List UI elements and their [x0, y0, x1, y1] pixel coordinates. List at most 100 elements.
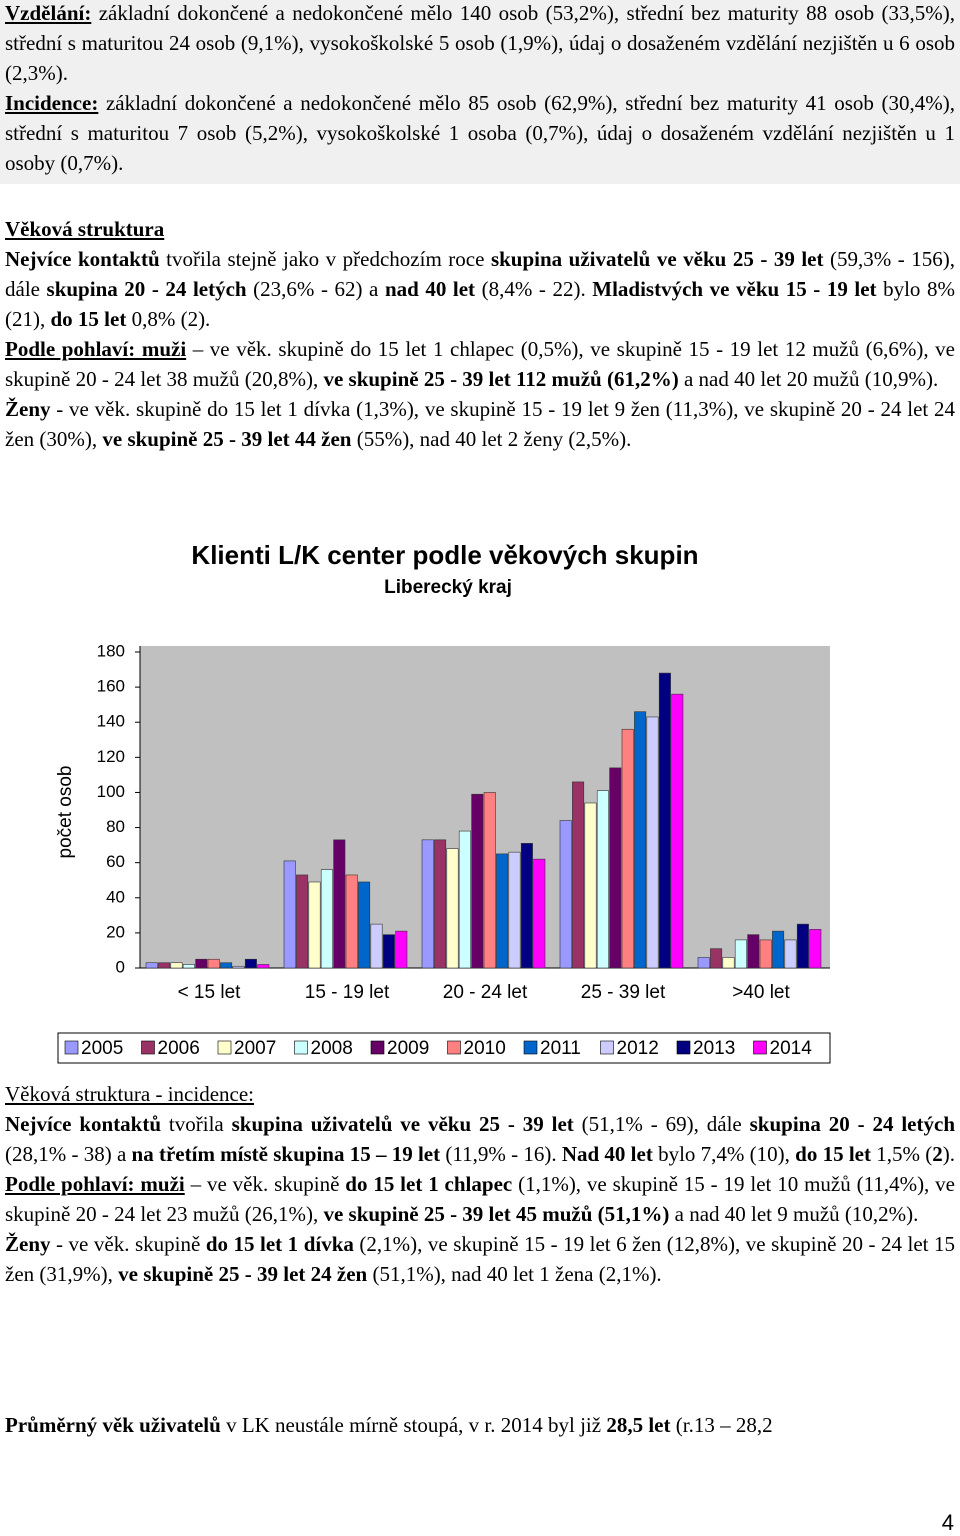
average-age: Průměrný věk uživatelů v LK neustále mír…	[0, 1410, 960, 1440]
legend-swatch	[447, 1040, 461, 1055]
text-run: (55%), nad 40 let 2 ženy (2,5%).	[351, 427, 632, 451]
text-run: – ve věk. skupině do 15 let 1 chlapec (0…	[5, 337, 955, 391]
text-run: ve skupině 25 - 39 let 44 žen	[102, 427, 352, 451]
text-run: Ženy	[5, 397, 51, 421]
bar	[796, 923, 809, 969]
y-tick-label: 180	[97, 641, 125, 660]
bar	[182, 964, 195, 969]
text-run: (23,6% - 62) a	[246, 277, 385, 301]
text-run: Nejvíce kontaktů	[5, 247, 160, 271]
x-tick-label: < 15 let	[178, 982, 242, 1003]
y-tick-label: 20	[106, 922, 125, 941]
paragraph: Podle pohlaví: muži – ve věk. skupině do…	[5, 334, 955, 394]
legend-label: 2014	[770, 1038, 813, 1059]
bar	[158, 962, 171, 969]
text-run: a nad 40 let 20 mužů (10,9%).	[678, 367, 939, 391]
text-run: Nad 40 let	[561, 1142, 653, 1166]
text-run: Ženy	[5, 1232, 51, 1256]
text-run: 1,5% (	[870, 1142, 933, 1166]
age-structure-section: Věková struktura Nejvíce kontaktů tvořila…	[0, 214, 960, 454]
bar	[483, 792, 496, 969]
bar	[734, 939, 747, 969]
legend-swatch	[676, 1040, 691, 1055]
text-run: tvořila	[161, 1112, 232, 1136]
bar	[170, 962, 183, 969]
text-run: na třetím místě skupina 15 – 19 let	[131, 1142, 441, 1166]
bar	[520, 843, 533, 969]
chart-title: Klienti L/K center podle věkových skupin	[191, 540, 698, 570]
text-run: bylo 8% (21),	[5, 277, 955, 331]
legend-label: 2006	[158, 1038, 200, 1059]
bar	[458, 830, 471, 969]
text-run: Podle pohlaví: muži	[5, 337, 187, 361]
bar	[759, 939, 772, 969]
bar	[382, 934, 395, 969]
bar	[784, 939, 797, 969]
legend-swatch	[753, 1040, 767, 1055]
text-run: ve skupině 25 - 39 let 112 mužů (61,2%)	[323, 367, 679, 391]
bar	[370, 923, 383, 969]
paragraph: Incidence: základní dokončené a nedokonč…	[5, 88, 955, 178]
legend-label: 2012	[617, 1038, 659, 1059]
legend-label: 2010	[464, 1038, 506, 1059]
bar	[333, 839, 346, 969]
text-run: skupina uživatelů ve věku 25 - 39 let	[231, 1112, 574, 1136]
text-run: (1,1%), ve skupině 15 - 19 let 10 mužů (…	[5, 1172, 955, 1226]
bar	[358, 881, 371, 969]
legend-label: 2011	[540, 1038, 581, 1059]
text-run: Podle pohlaví: muži	[5, 1172, 185, 1196]
text-run: nad 40 let	[384, 277, 476, 301]
text-run: - ve věk. skupině	[50, 1232, 206, 1256]
bar	[658, 672, 671, 969]
legend-swatch	[141, 1040, 155, 1055]
text-run: skupina 20 - 24 letých	[46, 277, 247, 301]
x-tick-label: 15 - 19 let	[305, 982, 390, 1003]
text-run: Vzdělání:	[5, 1, 92, 25]
text-run: do 15 let 1 chlapec	[345, 1172, 513, 1196]
paragraph: Průměrný věk uživatelů v LK neustále mír…	[5, 1410, 955, 1440]
incidence-section: Věková struktura - incidence: Nejvíce kon…	[0, 1079, 960, 1289]
text-run: 28,5 let	[606, 1413, 671, 1437]
text-run: – ve věk. skupině	[184, 1172, 346, 1196]
bar	[697, 957, 710, 969]
x-tick-label: >40 let	[732, 982, 790, 1003]
text-run: Nejvíce kontaktů	[5, 1112, 162, 1136]
bar	[572, 781, 585, 969]
bar	[671, 693, 684, 969]
bar	[220, 962, 233, 969]
text-run: 0,8% (2).	[126, 307, 211, 331]
education-section: Vzdělání: základní dokončené a nedokonče…	[0, 0, 960, 184]
bar	[421, 839, 434, 969]
paragraph: Podle pohlaví: muži – ve věk. skupině do…	[5, 1169, 955, 1229]
legend-label: 2007	[234, 1038, 276, 1059]
y-tick-label: 140	[97, 712, 125, 731]
bar	[308, 881, 321, 969]
bar	[722, 957, 735, 969]
bar	[195, 958, 208, 969]
paragraph: Ženy - ve věk. skupině do 15 let 1 dívka…	[5, 394, 955, 454]
text-run: (59,3% - 156), dále	[5, 247, 956, 301]
text-run: základní dokončené a nedokončené mělo 14…	[5, 1, 955, 85]
bar	[434, 839, 447, 969]
bar	[283, 860, 296, 969]
bar	[584, 802, 597, 969]
text-run: v LK neustále mírně stoupá, v r. 2014 by…	[220, 1413, 607, 1437]
x-tick-label: 20 - 24 let	[443, 982, 528, 1003]
bar	[609, 767, 622, 969]
paragraph: Věková struktura - incidence:	[5, 1079, 955, 1109]
bar	[446, 848, 459, 969]
text-run: Věková struktura - incidence:	[5, 1082, 254, 1106]
text-run: tvořila stejně jako v předchozím roce	[159, 247, 491, 271]
y-tick-label: 100	[97, 782, 125, 801]
text-run: Věková struktura	[5, 217, 165, 241]
bar	[646, 716, 659, 969]
bar	[809, 929, 822, 969]
text-run: 2	[932, 1142, 943, 1166]
bar	[395, 930, 408, 969]
bar	[710, 948, 723, 969]
bar	[296, 874, 309, 969]
legend-swatch	[370, 1040, 385, 1055]
bar	[232, 965, 245, 969]
legend-label: 2009	[387, 1038, 429, 1059]
